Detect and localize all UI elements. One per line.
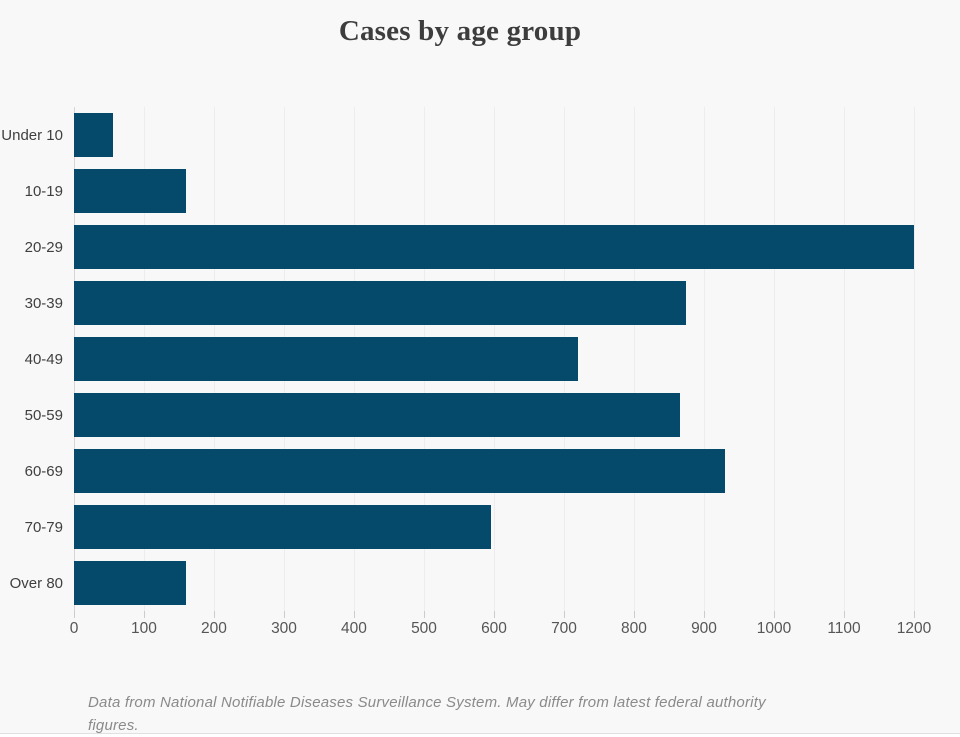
x-tick-mark xyxy=(914,611,915,618)
bar-60-69 xyxy=(74,449,725,493)
x-axis: 0 100 200 300 400 500 600 700 800 900 1000 1100 1200 xyxy=(70,611,931,645)
x-tick-label: 0 xyxy=(69,620,79,637)
bar-row: 40-49 xyxy=(0,331,920,387)
bar-70-79 xyxy=(74,505,491,549)
x-tick-mark xyxy=(74,611,75,618)
bar-10-19 xyxy=(74,169,186,213)
bar-30-39 xyxy=(74,281,687,325)
bar-20-29 xyxy=(74,225,914,269)
bar-track xyxy=(74,225,914,269)
x-tick-label: 600 xyxy=(481,620,507,637)
bar-row: Under 10 xyxy=(0,107,920,163)
bar-50-59 xyxy=(74,393,680,437)
bar-track xyxy=(74,449,914,493)
y-axis-label: 20-29 xyxy=(24,238,63,256)
x-tick-mark xyxy=(143,611,145,618)
source-footnote: Data from National Notifiable Diseases S… xyxy=(88,694,766,734)
bar-track xyxy=(74,393,914,437)
bar-row: 50-59 xyxy=(0,387,920,443)
x-tick-label: 1100 xyxy=(827,620,861,637)
bar-row: 10-19 xyxy=(0,163,920,219)
bar-track xyxy=(74,505,914,549)
bar-under-10 xyxy=(74,113,113,157)
bar-over-80 xyxy=(74,561,186,605)
x-tick-label: 400 xyxy=(341,620,367,637)
y-axis-label: Over 80 xyxy=(9,574,63,592)
x-tick-mark xyxy=(844,611,845,618)
bar-chart: Under 10 10-19 20-29 30-39 40-49 50-59 60-69 70… xyxy=(0,107,920,611)
y-axis-label: 70-79 xyxy=(24,518,63,536)
x-tick-mark xyxy=(424,611,425,618)
x-tick-label: 500 xyxy=(411,620,437,637)
bar-track xyxy=(74,561,914,605)
chart-container: Cases by age group Under 10 10-19 20-29 30-… xyxy=(0,15,931,734)
x-tick-mark xyxy=(704,611,705,618)
y-axis-label: 30-39 xyxy=(24,294,63,312)
y-axis-label: 40-49 xyxy=(24,350,63,368)
x-tick-label: 1000 xyxy=(756,620,792,637)
x-tick-label: 800 xyxy=(621,620,647,637)
y-axis-label: 50-59 xyxy=(24,406,63,424)
y-axis-label: 10-19 xyxy=(24,182,63,200)
bar-row: 60-69 xyxy=(0,443,920,499)
bar-40-49 xyxy=(74,337,578,381)
x-tick-mark xyxy=(494,611,495,618)
bar-row: 20-29 xyxy=(0,219,920,275)
bar-track xyxy=(74,337,914,381)
x-tick-mark xyxy=(284,611,285,618)
x-tick-label: 300 xyxy=(271,620,297,637)
bar-row: 70-79 xyxy=(0,499,920,555)
x-tick-mark xyxy=(353,611,355,618)
bar-rows: Under 10 10-19 20-29 30-39 40-49 50-59 60-69 70… xyxy=(0,107,920,611)
x-tick-label: 100 xyxy=(131,620,157,637)
x-tick-mark xyxy=(774,611,775,618)
x-tick-label: 700 xyxy=(551,620,577,637)
x-tick-label: 900 xyxy=(691,620,717,637)
x-tick-mark xyxy=(633,611,635,618)
bar-track xyxy=(74,113,914,157)
bar-row: 30-39 xyxy=(0,275,920,331)
bar-row: Over 80 xyxy=(0,555,920,611)
bar-track xyxy=(74,169,914,213)
bar-track xyxy=(74,281,914,325)
chart-title: Cases by age group xyxy=(338,15,582,47)
x-tick-label: 1200 xyxy=(896,620,932,637)
y-axis-label: Under 10 xyxy=(1,126,63,144)
x-tick-mark xyxy=(213,611,215,618)
y-axis-label: 60-69 xyxy=(24,462,63,480)
x-tick-label: 200 xyxy=(201,620,227,637)
x-tick-mark xyxy=(564,611,565,618)
